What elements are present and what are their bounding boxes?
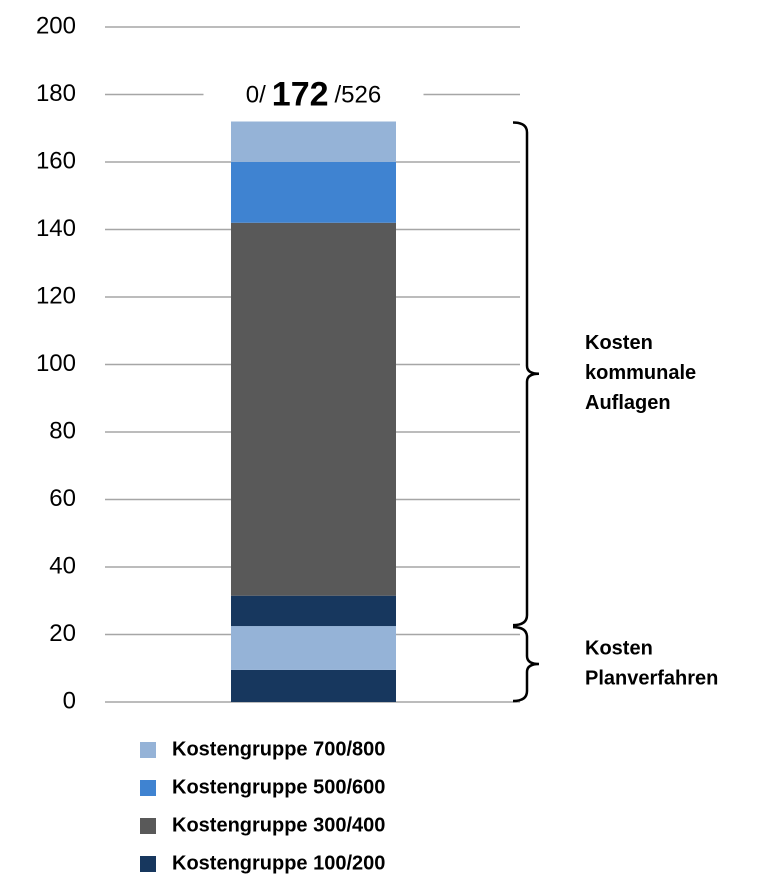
- y-tick-label: 180: [36, 80, 76, 107]
- group-brace: [512, 121, 540, 627]
- group-label: Kosten: [585, 332, 653, 354]
- legend-swatch: [140, 856, 156, 872]
- y-tick-label: 160: [36, 147, 76, 174]
- legend-swatch: [140, 780, 156, 796]
- total-label-part: /526: [335, 82, 382, 109]
- group-label: Auflagen: [585, 392, 671, 414]
- y-tick-label: 120: [36, 282, 76, 309]
- legend-label: Kostengruppe 500/600: [172, 776, 385, 798]
- y-tick-label: 100: [36, 350, 76, 377]
- y-tick-label: 20: [49, 620, 76, 647]
- y-tick-label: 140: [36, 215, 76, 242]
- bar-segment: [231, 162, 396, 223]
- total-label-part: 172: [272, 75, 329, 113]
- y-tick-label: 60: [49, 485, 76, 512]
- legend-label: Kostengruppe 700/800: [172, 738, 385, 760]
- total-label: 0/172/526: [246, 75, 381, 113]
- group-brace: [512, 625, 540, 703]
- y-tick-label: 0: [63, 687, 76, 714]
- legend-label: Kostengruppe 100/200: [172, 852, 385, 874]
- legend-label: Kostengruppe 300/400: [172, 814, 385, 836]
- y-tick-label: 40: [49, 552, 76, 579]
- group-label: kommunale: [585, 362, 696, 384]
- group-label: Planverfahren: [585, 667, 718, 689]
- total-label-part: 0/: [246, 82, 266, 109]
- y-tick-label: 80: [49, 417, 76, 444]
- bar-segment: [231, 595, 396, 627]
- bar-segment: [231, 121, 396, 162]
- bar-segment: [231, 222, 396, 596]
- y-tick-label: 200: [36, 12, 76, 39]
- label-bg: [203, 76, 424, 117]
- legend-swatch: [140, 742, 156, 758]
- group-label: Kosten: [585, 637, 653, 659]
- legend-swatch: [140, 818, 156, 834]
- bar-segment: [231, 626, 396, 670]
- bar-segment: [231, 669, 396, 702]
